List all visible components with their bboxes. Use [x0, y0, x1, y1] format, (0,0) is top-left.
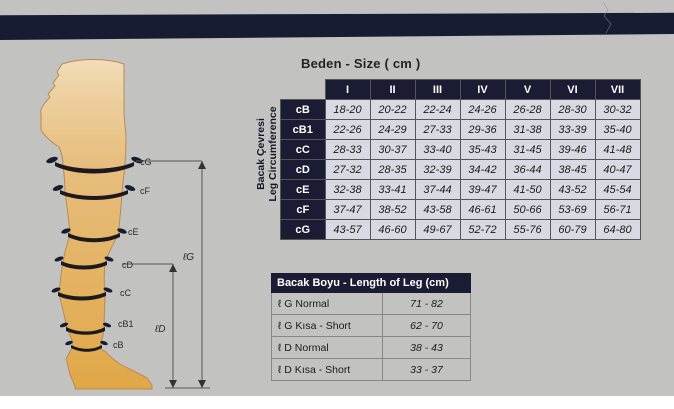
svg-text:cF: cF	[140, 186, 151, 196]
svg-text:ℓD: ℓD	[154, 324, 165, 335]
svg-text:cB: cB	[113, 340, 124, 350]
svg-text:cG: cG	[140, 157, 152, 167]
svg-text:cC: cC	[120, 288, 132, 298]
svg-text:cD: cD	[122, 260, 134, 270]
svg-text:cB1: cB1	[118, 319, 134, 329]
svg-text:cE: cE	[128, 227, 139, 237]
svg-text:ℓG: ℓG	[182, 252, 194, 263]
